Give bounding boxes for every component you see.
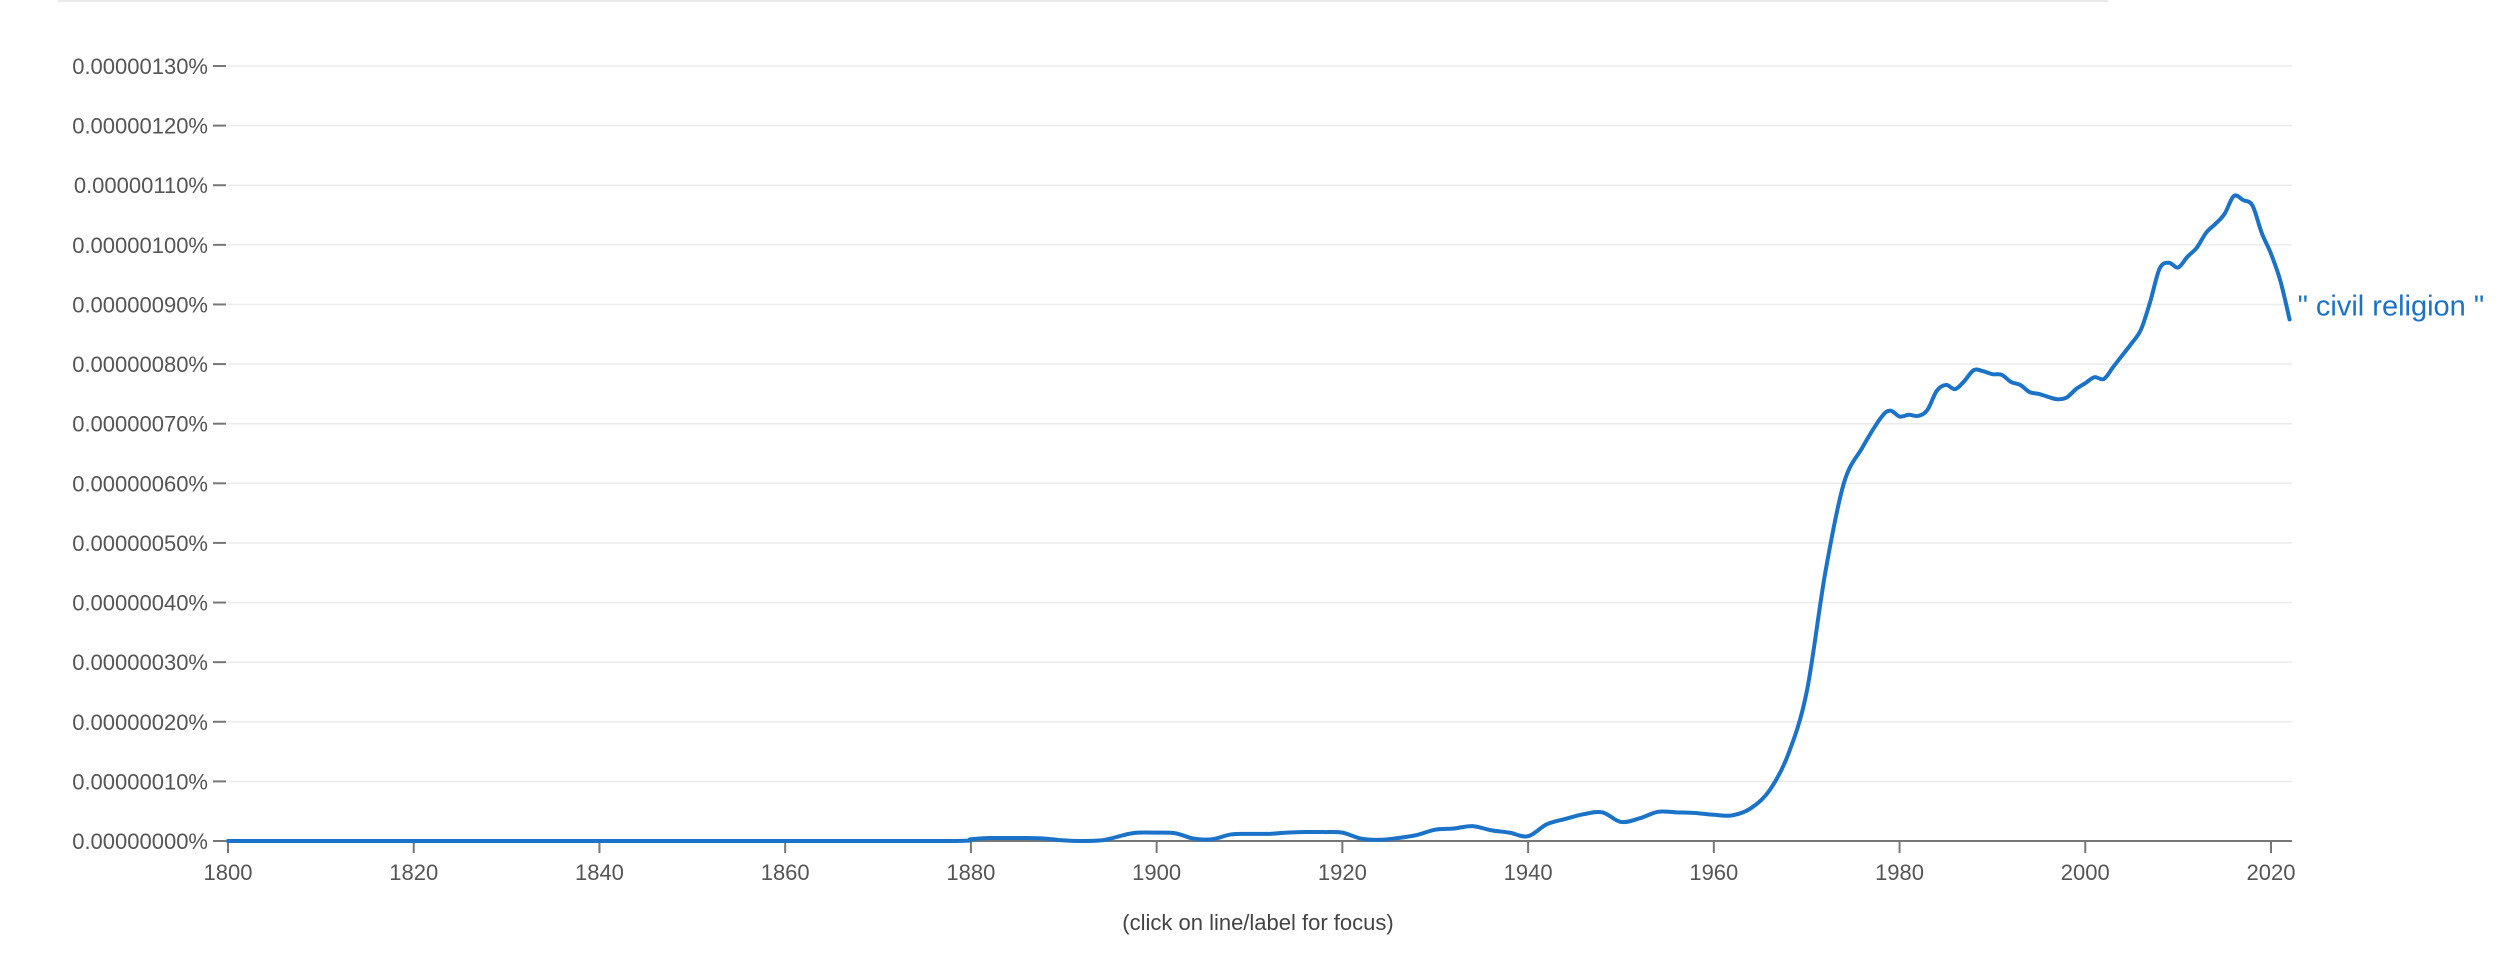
x-tick-label: 2020: [2247, 860, 2296, 885]
y-tick-label: 0.00000080%: [72, 352, 208, 377]
y-tick-label: 0.00000040%: [72, 591, 208, 616]
series-line[interactable]: [226, 193, 2292, 844]
x-tick-label: 1860: [761, 860, 810, 885]
series-layer: " civil religion ": [226, 193, 2485, 844]
x-tick-label: 1980: [1875, 860, 1924, 885]
x-tick-label: 1940: [1504, 860, 1553, 885]
y-tick-label: 0.00000050%: [72, 531, 208, 556]
y-tick-label: 0.00000010%: [72, 769, 208, 794]
y-tick-label: 0.00000090%: [72, 292, 208, 317]
y-tick-label: 0.00000060%: [72, 471, 208, 496]
x-tick-label: 1960: [1689, 860, 1738, 885]
series-label[interactable]: " civil religion ": [2298, 290, 2485, 322]
y-tick-label: 0.00000130%: [72, 54, 208, 79]
y-axis: 0.00000000% 0.00000010% 0.00000020% 0.00000…: [72, 54, 226, 854]
x-tick-label: 1900: [1132, 860, 1181, 885]
y-tick-label: 0.00000100%: [72, 233, 208, 258]
chart-footnote: (click on line/label for focus): [1122, 910, 1393, 935]
y-tick-label: 0.00000120%: [72, 114, 208, 139]
x-axis: 1800 1820 1840 1860 1880 1900 1920 1940 1960 1980…: [204, 840, 2296, 885]
x-tick-label: 2000: [2061, 860, 2110, 885]
y-tick-label: 0.00000020%: [72, 710, 208, 735]
x-tick-label: 1880: [946, 860, 995, 885]
x-tick-label: 1800: [204, 860, 253, 885]
x-tick-label: 1920: [1318, 860, 1367, 885]
y-tick-label: 0.00000070%: [72, 412, 208, 437]
y-tick-label: 0.00000030%: [72, 650, 208, 675]
top-divider: [58, 0, 2108, 2]
gridlines: [228, 65, 2292, 783]
y-tick-label: 0.00000110%: [74, 173, 208, 198]
x-tick-label: 1840: [575, 860, 624, 885]
y-tick-label: 0.00000000%: [72, 829, 208, 854]
x-tick-label: 1820: [389, 860, 438, 885]
